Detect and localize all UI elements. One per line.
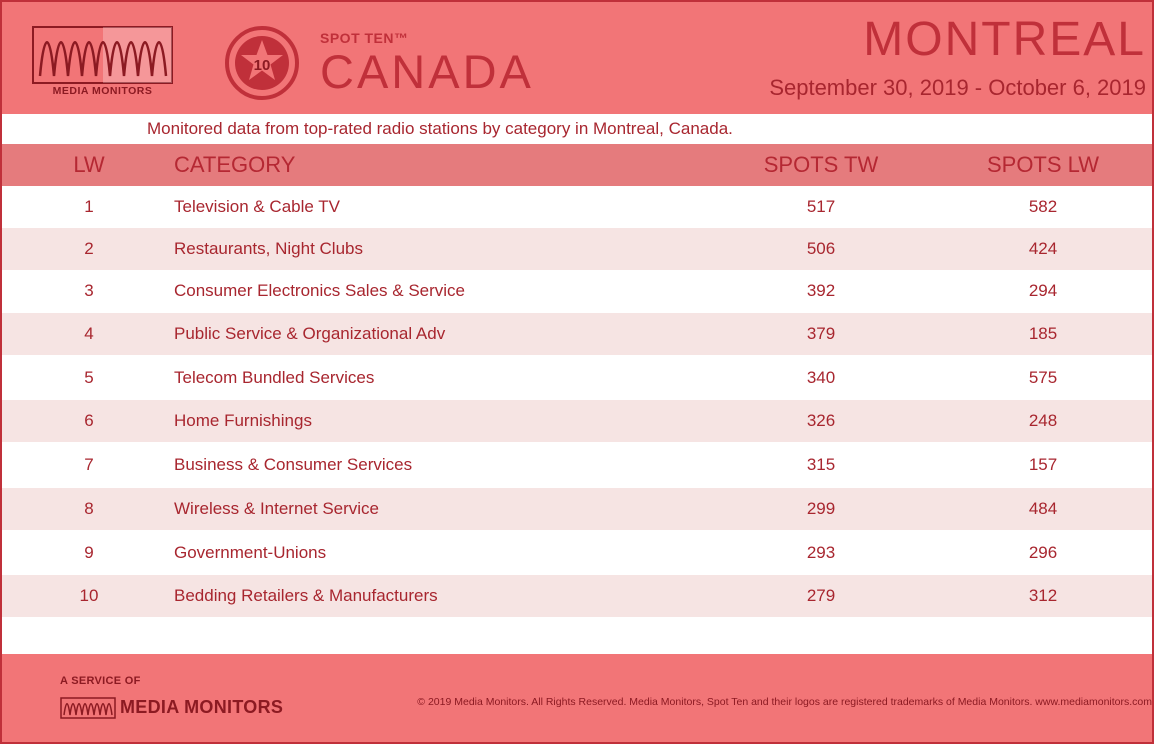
spots-lw-cell: 248: [1028, 411, 1058, 430]
category-cell: Home Furnishings: [174, 411, 312, 430]
spots-tw-cell: 293: [806, 543, 836, 562]
media-monitors-footer-logo-icon: [60, 697, 116, 719]
footer-wordmark: MEDIA MONITORS: [120, 697, 284, 717]
spots-tw-cell: 379: [806, 324, 836, 343]
rank-cell: 7: [84, 455, 94, 474]
spots-lw-cell: 575: [1028, 368, 1058, 387]
service-of-label: A SERVICE OF: [60, 675, 141, 687]
table-row: 2 Restaurants, Night Clubs 506 424: [2, 228, 1152, 270]
rank-cell: 3: [84, 281, 94, 300]
header-spots-tw: SPOTS TW: [763, 152, 879, 177]
spots-lw-cell: 484: [1028, 499, 1058, 518]
category-cell: Restaurants, Night Clubs: [174, 239, 363, 258]
header-lw: LW: [73, 152, 105, 177]
spots-lw-cell: 424: [1028, 239, 1058, 258]
media-monitors-logo-icon: [32, 26, 173, 84]
spots-tw-cell: 299: [806, 499, 836, 518]
country-title: CANADA: [320, 45, 534, 98]
spot-ten-badge-icon: 10: [225, 26, 299, 100]
category-cell: Wireless & Internet Service: [174, 499, 380, 518]
spots-lw-cell: 296: [1028, 543, 1058, 562]
spots-lw-cell: 582: [1028, 197, 1058, 216]
spots-tw-cell: 392: [806, 281, 836, 300]
rank-cell: 9: [84, 543, 94, 562]
header-banner: MEDIA MONITORS 10 SPOT TEN™ CANADA MONTR…: [2, 2, 1152, 114]
table-header: LW CATEGORY SPOTS TW SPOTS LW: [2, 144, 1152, 188]
table-row: 6 Home Furnishings 326 248: [2, 400, 1152, 442]
rank-cell: 10: [79, 586, 99, 605]
spots-tw-cell: 326: [806, 411, 836, 430]
category-cell: Public Service & Organizational Adv: [174, 324, 446, 343]
category-cell: Television & Cable TV: [174, 197, 340, 216]
spots-tw-cell: 315: [806, 455, 836, 474]
category-cell: Consumer Electronics Sales & Service: [174, 281, 466, 300]
category-cell: Business & Consumer Services: [174, 455, 413, 474]
logo-wordmark: MEDIA MONITORS: [52, 85, 153, 97]
table-row: 10 Bedding Retailers & Manufacturers 279…: [2, 575, 1152, 617]
table-row: 7 Business & Consumer Services 315 157: [2, 444, 1152, 486]
spots-lw-cell: 157: [1028, 455, 1058, 474]
header-spots-lw: SPOTS LW: [986, 152, 1100, 177]
table-row: 3 Consumer Electronics Sales & Service 3…: [2, 270, 1152, 312]
rank-cell: 1: [84, 197, 94, 216]
footer-banner: A SERVICE OF MEDIA MONITORS © 2019 Media…: [2, 654, 1152, 742]
spots-tw-cell: 517: [806, 197, 836, 216]
table-row: 5 Telecom Bundled Services 340 575: [2, 357, 1152, 399]
report-subtitle: Monitored data from top-rated radio stat…: [147, 119, 733, 138]
city-title: MONTREAL: [863, 13, 1146, 66]
category-cell: Government-Unions: [174, 543, 327, 562]
table-row: 1 Television & Cable TV 517 582: [2, 186, 1152, 228]
category-cell: Bedding Retailers & Manufacturers: [174, 586, 438, 605]
spots-tw-cell: 340: [806, 368, 836, 387]
table-row: 9 Government-Unions 293 296: [2, 532, 1152, 574]
spots-lw-cell: 185: [1028, 324, 1058, 343]
date-range: September 30, 2019 - October 6, 2019: [769, 75, 1146, 100]
spots-lw-cell: 294: [1028, 281, 1058, 300]
spots-lw-cell: 312: [1028, 586, 1058, 605]
rank-cell: 6: [84, 411, 94, 430]
category-cell: Telecom Bundled Services: [174, 368, 375, 387]
rank-cell: 8: [84, 499, 94, 518]
table-row: 8 Wireless & Internet Service 299 484: [2, 488, 1152, 530]
rank-cell: 4: [84, 324, 94, 343]
header-category: CATEGORY: [174, 152, 296, 177]
copyright-text: © 2019 Media Monitors. All Rights Reserv…: [417, 696, 1152, 708]
badge-number: 10: [254, 57, 271, 74]
spots-tw-cell: 279: [806, 586, 836, 605]
rank-cell: 5: [84, 368, 94, 387]
spot-ten-label: SPOT TEN™: [320, 30, 409, 46]
rank-cell: 2: [84, 239, 94, 258]
table-row: 4 Public Service & Organizational Adv 37…: [2, 313, 1152, 355]
spots-tw-cell: 506: [806, 239, 836, 258]
